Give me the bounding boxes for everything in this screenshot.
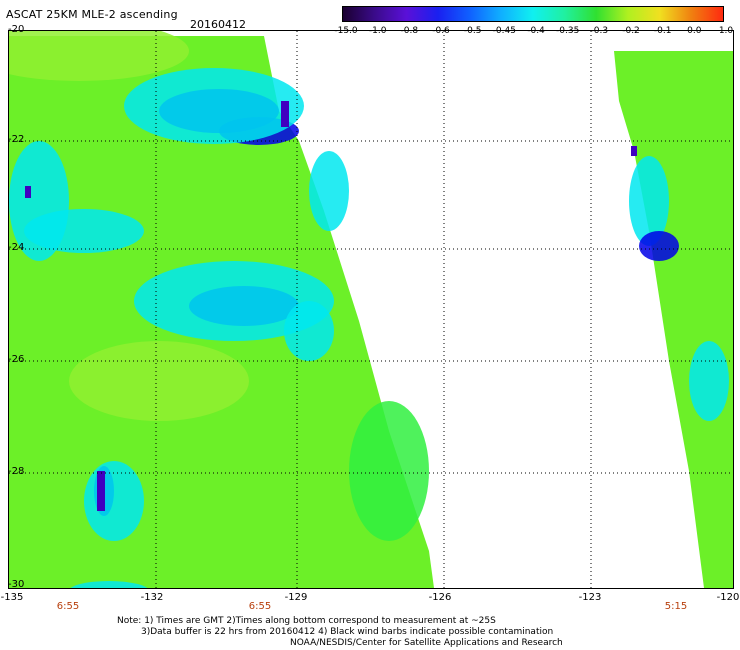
- footer-note-3: NOAA/NESDIS/Center for Satellite Applica…: [290, 638, 563, 648]
- colorbar-tick-label: -0.35: [556, 26, 580, 36]
- colorbar: [342, 6, 724, 22]
- overpass-time-label: 5:15: [664, 601, 688, 612]
- colorbar-tick-label: -0.8: [400, 26, 419, 36]
- wind-cell: [629, 156, 669, 246]
- wind-cell: [24, 209, 144, 253]
- colorbar-tick-label: -0.2: [622, 26, 640, 36]
- colorbar-tick-label: -0.5: [463, 26, 482, 36]
- right-swath: [614, 51, 733, 588]
- overpass-time-label: 6:55: [56, 601, 80, 612]
- colorbar-tick-label: -0.1: [653, 26, 672, 36]
- colorbar-tick-label: -1.0: [368, 26, 387, 36]
- wind-cell: [70, 581, 148, 588]
- colorbar-tick-label: -0.6: [432, 26, 450, 36]
- colorbar-tick-label: -15.0: [334, 26, 358, 36]
- longitude-label: -129: [284, 592, 308, 603]
- overpass-time-label: 6:55: [248, 601, 272, 612]
- edge-cell: [281, 101, 289, 127]
- swath-map: [9, 31, 733, 588]
- edge-cell: [25, 186, 31, 198]
- wind-cell: [9, 31, 189, 81]
- edge-cell: [631, 146, 637, 156]
- latitude-label: -24: [8, 242, 25, 253]
- wind-cell: [284, 301, 334, 361]
- longitude-label: -132: [140, 592, 164, 603]
- latitude-label: -20: [8, 24, 25, 35]
- wind-cell: [69, 341, 249, 421]
- footer-note-1: Note: 1) Times are GMT 2)Times along bot…: [117, 616, 496, 626]
- latitude-label: -30: [8, 579, 25, 590]
- latitude-label: -26: [8, 354, 25, 365]
- wind-cell: [134, 261, 334, 341]
- wind-cell: [349, 401, 429, 541]
- colorbar-tick-label: -0.3: [590, 26, 609, 36]
- colorbar-tick-label: -0.4: [527, 26, 545, 36]
- wind-cell: [639, 231, 679, 261]
- grid-lines: [9, 31, 733, 588]
- longitude-label: -120: [716, 592, 740, 603]
- longitude-label: -123: [578, 592, 602, 603]
- wind-cell: [689, 341, 729, 421]
- footer-note-2: 3)Data buffer is 22 hrs from 20160412 4)…: [141, 627, 554, 637]
- latitude-label: -28: [8, 466, 25, 477]
- longitude-label: -135: [0, 592, 24, 603]
- latitude-label: -22: [8, 134, 25, 145]
- colorbar-tick-label: 0.0: [687, 26, 702, 36]
- wind-texture: [9, 31, 729, 588]
- product-date: 20160412: [190, 18, 246, 31]
- map-plot[interactable]: [8, 30, 734, 589]
- colorbar-tick-label: -0.45: [492, 26, 516, 36]
- colorbar-labels: -15.0 -1.0 -0.8 -0.6 -0.5 -0.45 -0.4 -0.35 -0.3 -…: [330, 26, 734, 38]
- wind-cell: [309, 151, 349, 231]
- colorbar-tick-label: 1.0: [718, 26, 734, 36]
- longitude-label: -126: [428, 592, 452, 603]
- product-title: ASCAT 25KM MLE-2 ascending: [6, 8, 178, 21]
- wind-cell: [124, 68, 304, 144]
- edge-cell: [97, 471, 105, 511]
